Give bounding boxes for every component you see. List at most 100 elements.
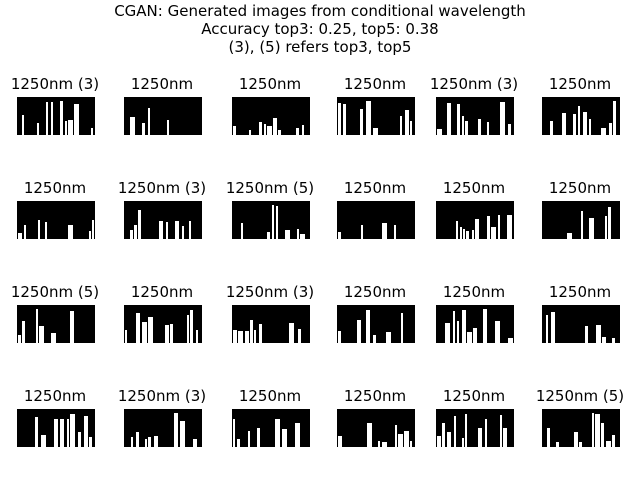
generated-image bbox=[124, 97, 202, 135]
cell-label: 1250nm (3) bbox=[429, 75, 519, 93]
image-bar bbox=[367, 423, 372, 447]
image-bar bbox=[84, 416, 88, 447]
image-bar bbox=[70, 311, 74, 343]
cell-label: 1250nm bbox=[130, 283, 194, 301]
image-background bbox=[17, 97, 95, 135]
cell-label: 1250nm bbox=[442, 179, 506, 197]
image-bar bbox=[456, 221, 458, 239]
image-bar bbox=[462, 310, 466, 343]
image-bar bbox=[249, 130, 251, 135]
image-bar bbox=[503, 428, 507, 447]
image-bar bbox=[483, 309, 487, 343]
image-bar bbox=[457, 321, 459, 343]
image-bar bbox=[24, 225, 26, 239]
generated-image bbox=[232, 201, 310, 239]
image-bar bbox=[567, 233, 572, 239]
image-bar bbox=[254, 330, 256, 343]
image-bar bbox=[289, 323, 294, 343]
image-bar bbox=[298, 329, 301, 343]
image-bar bbox=[259, 324, 262, 343]
image-bar bbox=[495, 321, 500, 343]
cell-label: 1250nm (5) bbox=[535, 387, 625, 405]
image-bar bbox=[60, 101, 63, 135]
image-bar bbox=[579, 442, 582, 447]
image-bar bbox=[272, 205, 274, 239]
image-bar bbox=[148, 437, 151, 447]
image-bar bbox=[442, 423, 445, 447]
generated-image bbox=[337, 409, 415, 447]
cell-label: 1250nm bbox=[238, 387, 302, 405]
image-bar bbox=[550, 121, 553, 135]
image-bar bbox=[508, 124, 511, 135]
image-bar bbox=[145, 439, 147, 447]
image-bar bbox=[233, 419, 235, 447]
image-bar bbox=[125, 330, 127, 343]
cell-label: 1250nm bbox=[548, 283, 612, 301]
image-bar bbox=[491, 227, 496, 239]
image-bar bbox=[366, 101, 371, 135]
image-bar bbox=[282, 429, 287, 447]
image-bar bbox=[138, 210, 141, 239]
cell-label: 1250nm bbox=[343, 179, 407, 197]
image-bar bbox=[394, 225, 396, 239]
image-bar bbox=[35, 417, 38, 447]
image-background bbox=[542, 97, 620, 135]
image-bar bbox=[357, 320, 361, 343]
image-bar bbox=[601, 128, 606, 135]
image-bar bbox=[264, 124, 266, 135]
image-bar bbox=[454, 416, 456, 447]
image-bar bbox=[257, 428, 260, 447]
generated-image bbox=[17, 409, 95, 447]
image-bar bbox=[473, 328, 477, 343]
image-bar bbox=[386, 332, 391, 343]
image-bar bbox=[382, 223, 387, 239]
image-bar bbox=[500, 415, 502, 447]
image-bar bbox=[338, 103, 341, 135]
generated-image bbox=[542, 201, 620, 239]
generated-image-cell: 1250nm bbox=[322, 75, 428, 145]
image-bar bbox=[22, 321, 25, 343]
image-bar bbox=[478, 119, 481, 135]
image-bar bbox=[605, 216, 607, 239]
image-bar bbox=[457, 104, 460, 135]
image-bar bbox=[167, 120, 169, 135]
cell-label: 1250nm bbox=[23, 179, 87, 197]
image-bar bbox=[612, 338, 615, 343]
image-bar bbox=[297, 229, 299, 239]
image-bar bbox=[278, 130, 281, 135]
generated-image bbox=[337, 97, 415, 135]
generated-image-cell: 1250nm (5) bbox=[527, 387, 633, 457]
image-bar bbox=[595, 414, 600, 447]
generated-image-cell: 1250nm bbox=[527, 283, 633, 353]
image-bar bbox=[67, 419, 69, 447]
generated-image-cell: 1250nm (3) bbox=[2, 75, 108, 145]
image-bar bbox=[182, 226, 184, 239]
image-background bbox=[17, 201, 95, 239]
image-bar bbox=[338, 232, 341, 239]
image-bar bbox=[500, 102, 505, 135]
image-bar bbox=[601, 423, 604, 447]
image-bar bbox=[89, 231, 91, 239]
generated-image bbox=[124, 305, 202, 343]
image-bar bbox=[606, 441, 611, 447]
image-bar bbox=[267, 232, 270, 239]
generated-image bbox=[436, 201, 514, 239]
image-bar bbox=[45, 222, 47, 239]
image-bar bbox=[300, 234, 305, 239]
cell-label: 1250nm bbox=[442, 387, 506, 405]
cell-label: 1250nm (3) bbox=[117, 179, 207, 197]
image-bar bbox=[91, 128, 93, 135]
cell-label: 1250nm (3) bbox=[10, 75, 100, 93]
image-bar bbox=[70, 414, 75, 447]
generated-image bbox=[436, 305, 514, 343]
image-bar bbox=[447, 432, 451, 447]
image-bar bbox=[556, 442, 559, 447]
image-bar bbox=[395, 425, 397, 447]
image-bar bbox=[574, 432, 578, 447]
image-bar bbox=[466, 231, 469, 239]
image-bar bbox=[174, 413, 178, 447]
image-bar bbox=[437, 436, 441, 447]
generated-image-cell: 1250nm bbox=[2, 179, 108, 249]
image-background bbox=[337, 409, 415, 447]
image-bar bbox=[401, 313, 403, 343]
